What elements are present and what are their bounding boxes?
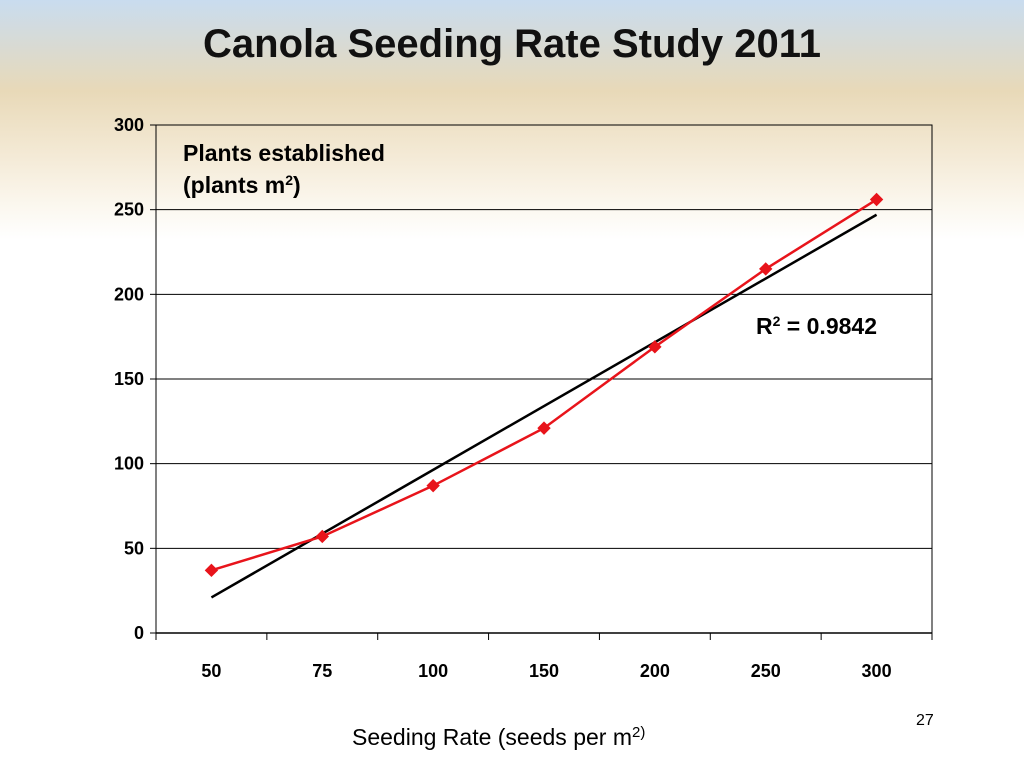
y-tick-label: 50 [124, 538, 144, 558]
y-tick-label: 150 [114, 369, 144, 389]
page-number: 27 [916, 712, 934, 729]
data-point-marker [426, 478, 440, 493]
x-axis-title: Seeding Rate (seeds per m2) [352, 724, 645, 750]
chart-annotation-title: Plants established [183, 140, 385, 166]
x-tick-label: 100 [418, 661, 448, 681]
y-tick-label: 200 [114, 284, 144, 304]
data-point-marker [759, 262, 773, 276]
x-tick-label: 150 [529, 661, 559, 681]
slide-title: Canola Seeding Rate Study 2011 [203, 22, 821, 66]
data-point-marker [537, 421, 551, 435]
r-squared-label: R2 = 0.9842 [756, 313, 877, 339]
chart-annotation-unit: (plants m2) [183, 172, 301, 198]
data-point-marker [648, 340, 662, 354]
irrigation-field-background [0, 0, 1024, 240]
x-tick-label: 50 [201, 661, 221, 681]
series-line [211, 198, 878, 572]
y-tick-label: 250 [114, 200, 144, 220]
x-tick-label: 75 [312, 661, 332, 681]
y-tick-label: 300 [114, 115, 144, 135]
y-tick-label: 0 [134, 623, 144, 643]
x-tick-label: 300 [862, 661, 892, 681]
data-point-marker [869, 192, 884, 207]
data-point-marker [204, 563, 219, 578]
x-tick-label: 200 [640, 661, 670, 681]
x-tick-label: 250 [751, 661, 781, 681]
data-point-marker [315, 529, 329, 544]
y-tick-label: 100 [114, 454, 144, 474]
